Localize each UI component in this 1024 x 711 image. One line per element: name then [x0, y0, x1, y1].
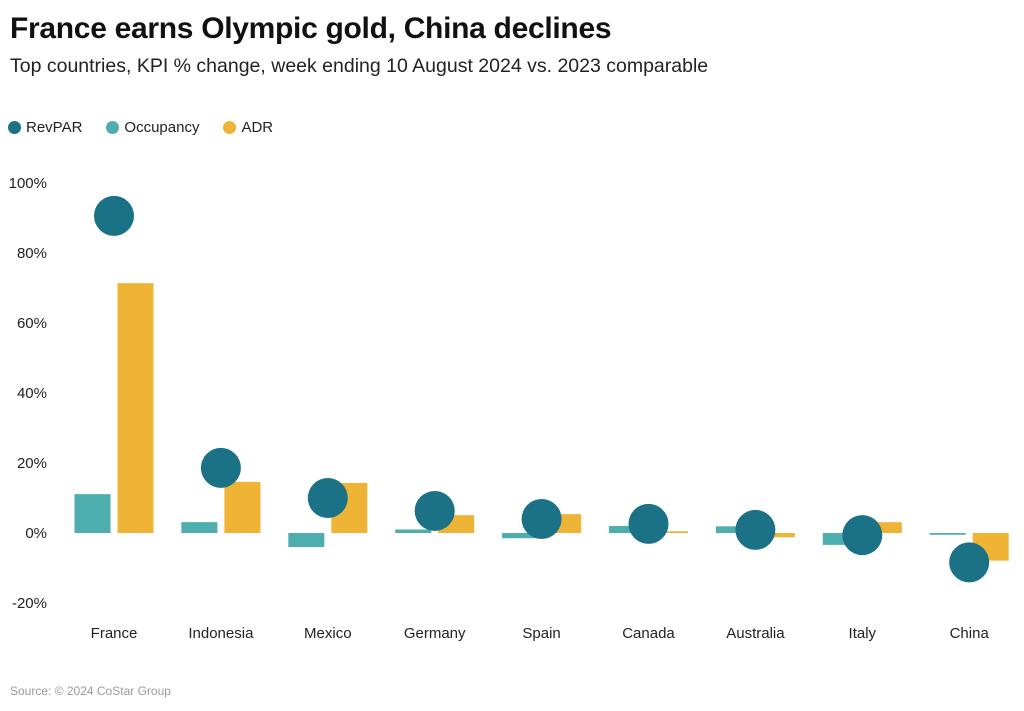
- x-tick-label: China: [950, 625, 990, 642]
- y-tick-label: 20%: [17, 455, 47, 472]
- x-tick-label: Australia: [726, 625, 785, 642]
- chart-title: France earns Olympic gold, China decline…: [10, 12, 612, 45]
- revpar-dot: [94, 195, 134, 236]
- occupancy-swatch-icon: [106, 121, 120, 134]
- revpar-dot: [521, 499, 562, 539]
- occupancy-bar: [715, 526, 752, 533]
- x-tick-label: Italy: [849, 625, 877, 642]
- occupancy-bar: [181, 522, 218, 533]
- occupancy-bar: [502, 533, 539, 539]
- adr-bar: [865, 522, 902, 533]
- revpar-swatch-icon: [8, 121, 21, 134]
- y-tick-label: 40%: [17, 385, 47, 402]
- legend: RevPAR Occupancy ADR: [8, 119, 273, 136]
- y-tick-label: -20%: [12, 595, 47, 612]
- legend-label-revpar: RevPAR: [26, 119, 83, 136]
- adr-bar: [652, 531, 688, 533]
- dots-layer: [94, 195, 990, 583]
- revpar-dot: [949, 542, 990, 583]
- occupancy-bar: [395, 529, 432, 533]
- x-tick-label: Spain: [522, 625, 560, 642]
- occupancy-bar: [74, 494, 111, 533]
- bars-layer: [74, 283, 1009, 561]
- x-tick-label: France: [91, 625, 138, 642]
- occupancy-bar: [609, 526, 645, 533]
- revpar-dot: [735, 509, 776, 550]
- legend-item-adr[interactable]: ADR: [223, 119, 273, 136]
- y-tick-label: 80%: [17, 245, 47, 262]
- x-tick-label: Canada: [622, 625, 675, 642]
- revpar-dot: [307, 478, 348, 518]
- legend-label-occupancy: Occupancy: [124, 119, 200, 136]
- adr-bar: [758, 533, 795, 538]
- revpar-dot: [414, 490, 455, 531]
- source-note: Source: © 2024 CoStar Group: [10, 684, 171, 698]
- adr-bar: [117, 283, 154, 533]
- x-tick-label: Germany: [404, 625, 466, 642]
- adr-swatch-icon: [223, 121, 237, 134]
- revpar-dot: [842, 515, 883, 556]
- legend-label-adr: ADR: [241, 119, 274, 136]
- y-tick-label: 0%: [25, 525, 47, 542]
- x-tick-label: Indonesia: [188, 625, 254, 642]
- x-tick-label: Mexico: [304, 625, 352, 642]
- occupancy-bar: [822, 533, 859, 545]
- revpar-dot: [628, 503, 669, 544]
- occupancy-bar: [288, 533, 325, 547]
- occupancy-bar: [929, 533, 966, 535]
- legend-item-occupancy[interactable]: Occupancy: [106, 119, 199, 136]
- chart-subtitle: Top countries, KPI % change, week ending…: [10, 55, 709, 77]
- adr-bar: [224, 481, 261, 533]
- y-axis: 100% 80% 60% 40% 20% 0% -20%: [9, 175, 47, 612]
- y-tick-label: 100%: [9, 175, 47, 192]
- revpar-dot: [200, 447, 241, 488]
- legend-item-revpar[interactable]: RevPAR: [8, 119, 82, 136]
- x-axis: France Indonesia Mexico Germany Spain Canada A…: [91, 625, 990, 642]
- y-tick-label: 60%: [17, 315, 47, 332]
